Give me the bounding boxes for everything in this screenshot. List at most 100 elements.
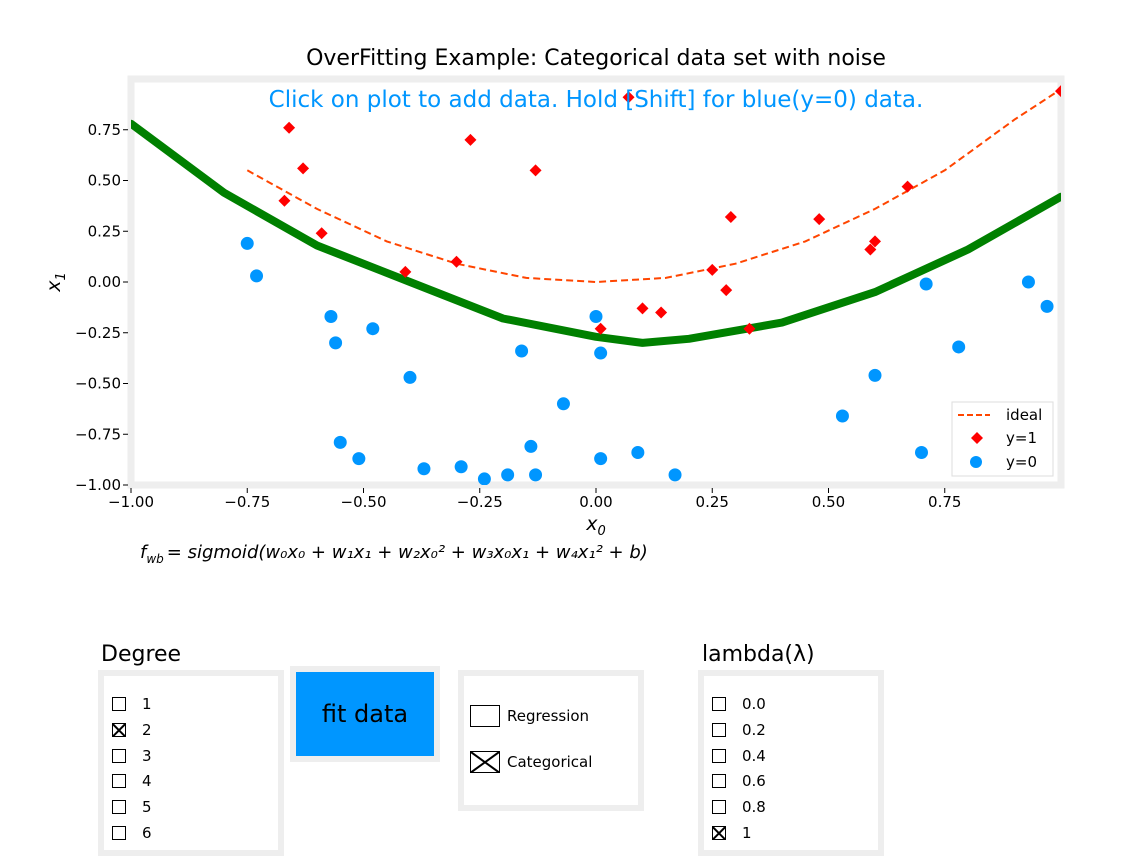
y-tick-label: 0.75 (88, 121, 121, 139)
mode-option-label: Categorical (507, 753, 593, 771)
formula-rhs: = sigmoid(w₀x₀ + w₁x₁ + w₂x₀² + w₃x₀x₁ +… (167, 542, 648, 563)
lambda-option-0-8[interactable]: 0.8 (712, 797, 766, 817)
degree-checkbox-4[interactable] (112, 774, 126, 788)
mode-panel: Regression Categorical (458, 670, 644, 811)
lambda-option-0-0[interactable]: 0.0 (712, 694, 766, 714)
y-axis-label-sub: 1 (54, 272, 69, 280)
lambda-option-label: 0.2 (742, 721, 766, 739)
data-point-y1 (529, 164, 542, 177)
legend: ideal y=1 y=0 (951, 401, 1054, 477)
data-point-y0 (250, 269, 264, 283)
data-point-y1 (869, 235, 881, 248)
lambda-option-0-4[interactable]: 0.4 (712, 746, 766, 766)
regression-radio[interactable] (470, 705, 500, 727)
formula-lhs-sub: wb (146, 552, 164, 566)
lambda-option-0-6[interactable]: 0.6 (712, 771, 766, 791)
data-point-y0 (352, 452, 366, 466)
lambda-option-1[interactable]: 1 (712, 823, 752, 843)
scatter-chart[interactable]: OverFitting Example: Categorical data se… (0, 0, 1139, 600)
y-tick-label: 0.00 (88, 273, 121, 291)
degree-checkbox-3[interactable] (112, 749, 126, 763)
y-axis-label-base: x (43, 280, 65, 293)
data-point-y1 (720, 284, 733, 297)
lambda-option-label: 1 (742, 824, 752, 842)
mode-option-categorical[interactable]: Categorical (470, 751, 592, 773)
x-tick-label: −0.25 (457, 493, 503, 511)
degree-option-label: 1 (142, 695, 152, 713)
degree-option-label: 5 (142, 798, 152, 816)
data-point-y0 (631, 446, 645, 460)
data-point-y1 (464, 133, 477, 146)
categorical-radio[interactable] (470, 751, 500, 773)
plot-instruction: Click on plot to add data. Hold [Shift] … (269, 87, 924, 113)
data-point-y0 (333, 435, 347, 449)
degree-option-6[interactable]: 6 (112, 823, 152, 843)
ideal-boundary-line (246, 88, 1061, 284)
data-point-y0 (524, 439, 538, 453)
degree-option-label: 3 (142, 747, 152, 765)
data-point-y0 (835, 409, 849, 423)
data-point-y1 (297, 162, 310, 175)
data-point-y1 (724, 211, 737, 224)
degree-option-5[interactable]: 5 (112, 797, 152, 817)
x-tick-label: 0.25 (696, 493, 729, 511)
lambda-checkbox-0-2[interactable] (712, 723, 726, 737)
data-point-y0 (529, 468, 543, 482)
degree-checkbox-6[interactable] (112, 826, 126, 840)
degree-option-1[interactable]: 1 (112, 694, 152, 714)
model-formula: fwb = sigmoid(w₀x₀ + w₁x₁ + w₂x₀² + w₃x₀x… (140, 542, 648, 566)
lambda-checkbox-0-8[interactable] (712, 800, 726, 814)
data-point-y1 (813, 213, 826, 226)
data-point-y0 (329, 336, 343, 350)
data-point-y0 (915, 446, 928, 460)
degree-checkbox-2[interactable] (112, 723, 126, 737)
degree-option-label: 6 (142, 824, 152, 842)
degree-option-label: 4 (142, 772, 152, 790)
x-tick-label: −1.00 (108, 493, 154, 511)
lambda-heading: lambda(λ) (702, 642, 815, 667)
data-point-y0 (515, 344, 529, 358)
degree-checkbox-1[interactable] (112, 697, 126, 711)
x-tick-label: −0.75 (224, 493, 270, 511)
y-tick-label: 0.25 (88, 222, 121, 240)
degree-option-2[interactable]: 2 (112, 720, 152, 740)
decision-boundary-line (131, 119, 1061, 347)
data-point-y0 (454, 460, 468, 474)
degree-heading: Degree (101, 642, 182, 667)
mode-option-regression[interactable]: Regression (470, 705, 589, 727)
degree-option-label: 2 (142, 721, 152, 739)
degree-option-4[interactable]: 4 (112, 771, 152, 791)
lambda-checkbox-1[interactable] (712, 826, 726, 840)
data-point-y1 (594, 322, 607, 335)
lambda-checkbox-0-0[interactable] (712, 697, 726, 711)
axis-ticks: −1.00 −0.75 −0.50 −0.25 0.00 0.25 0.50 0.75 −1.0… (75, 121, 961, 511)
chart-title: OverFitting Example: Categorical data se… (306, 46, 886, 71)
plot-area[interactable] (131, 85, 1067, 485)
lambda-checkbox-0-4[interactable] (712, 749, 726, 763)
data-point-y0 (594, 452, 608, 466)
data-point-y1 (706, 263, 719, 276)
y-axis-label: x1 (43, 272, 69, 293)
x-tick-label: 0.00 (579, 493, 612, 511)
mode-option-label: Regression (507, 707, 590, 725)
x-tick-label: −0.50 (341, 493, 387, 511)
data-point-y0 (477, 472, 491, 485)
legend-y0-label: y=0 (1006, 453, 1037, 471)
data-point-y0 (403, 370, 417, 384)
degree-panel: 1 2 3 4 5 6 (98, 670, 284, 856)
data-point-y0 (240, 236, 254, 250)
data-point-y1 (636, 302, 649, 315)
legend-y1-label: y=1 (1006, 429, 1037, 447)
data-point-y1 (743, 322, 756, 335)
degree-option-3[interactable]: 3 (112, 746, 152, 766)
data-point-y1 (864, 243, 877, 256)
degree-checkbox-5[interactable] (112, 800, 126, 814)
lambda-checkbox-0-6[interactable] (712, 774, 726, 788)
y-tick-label: 0.50 (88, 172, 121, 190)
lambda-option-0-2[interactable]: 0.2 (712, 720, 766, 740)
data-point-y0 (417, 462, 431, 476)
fit-data-button[interactable]: fit data (290, 666, 440, 762)
data-point-y1 (655, 306, 668, 319)
x-tick-label: 0.50 (812, 493, 845, 511)
data-point-y0 (556, 397, 570, 411)
